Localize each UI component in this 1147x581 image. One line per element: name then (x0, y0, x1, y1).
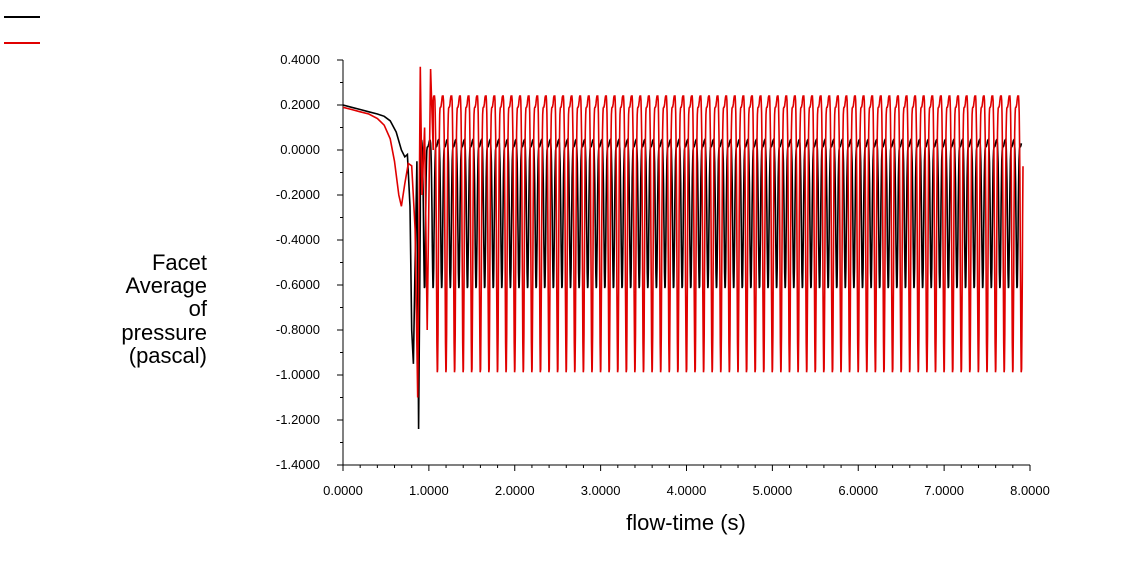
y-axis-label-line: of (189, 296, 208, 321)
x-tick-label: 2.0000 (495, 483, 535, 498)
x-tick-label: 1.0000 (409, 483, 449, 498)
x-tick-label: 4.0000 (667, 483, 707, 498)
y-axis-label: Facet Average of pressure (pascal) (121, 250, 207, 368)
y-tick-label: -0.8000 (276, 322, 320, 337)
x-tick-label: 0.0000 (323, 483, 363, 498)
axes: 0.4000 0.2000 0.0000 -0.2000 -0.4000 -0.6000 -… (276, 52, 1050, 498)
series-line-red (342, 66, 1024, 398)
y-tick-label: -1.4000 (276, 457, 320, 472)
y-tick-label: -1.2000 (276, 412, 320, 427)
legend (4, 16, 40, 44)
x-tick-label: 8.0000 (1010, 483, 1050, 498)
series-layer (342, 66, 1024, 430)
y-tick-label: -0.4000 (276, 232, 320, 247)
y-axis-label-line: Facet (152, 250, 207, 275)
y-axis-label-line: Average (125, 273, 207, 298)
x-tick-label: 3.0000 (581, 483, 621, 498)
y-axis-label-line: pressure (121, 320, 207, 345)
y-tick-label: -0.2000 (276, 187, 320, 202)
y-tick-label: 0.0000 (280, 142, 320, 157)
y-tick-label: 0.2000 (280, 97, 320, 112)
x-axis-label: flow-time (s) (626, 510, 746, 535)
x-tick-label: 6.0000 (838, 483, 878, 498)
x-tick-label: 7.0000 (924, 483, 964, 498)
x-tick-label: 5.0000 (752, 483, 792, 498)
y-tick-label: -1.0000 (276, 367, 320, 382)
y-tick-label: 0.4000 (280, 52, 320, 67)
y-axis-label-line: (pascal) (129, 343, 207, 368)
y-tick-label: -0.6000 (276, 277, 320, 292)
